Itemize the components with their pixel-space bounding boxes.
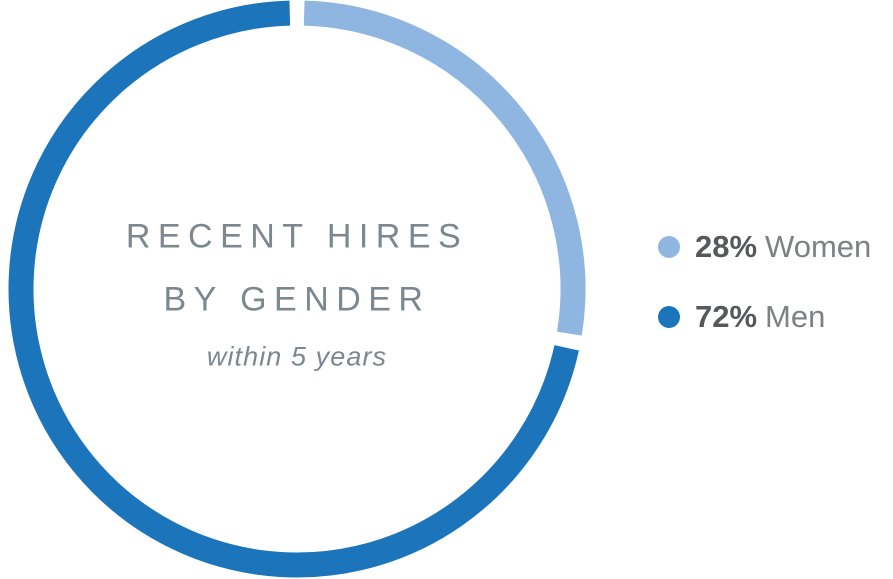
women-label: Women <box>765 229 872 264</box>
donut-chart <box>8 0 586 578</box>
men-legend-dot-icon <box>658 306 680 328</box>
men-percentage: 72% <box>695 299 758 334</box>
legend-item-men: 72% Men <box>658 299 871 335</box>
donut-chart-area: RECENT HIRES BY GENDER within 5 years <box>8 0 586 578</box>
women-legend-dot-icon <box>658 236 680 258</box>
legend-item-women: 28% Women <box>658 229 871 265</box>
women-percentage: 28% <box>695 229 758 264</box>
donut-slice-women <box>303 0 586 336</box>
chart-legend: 28% Women 72% Men <box>658 229 871 335</box>
men-label: Men <box>765 299 826 334</box>
donut-slice-men <box>8 0 579 578</box>
